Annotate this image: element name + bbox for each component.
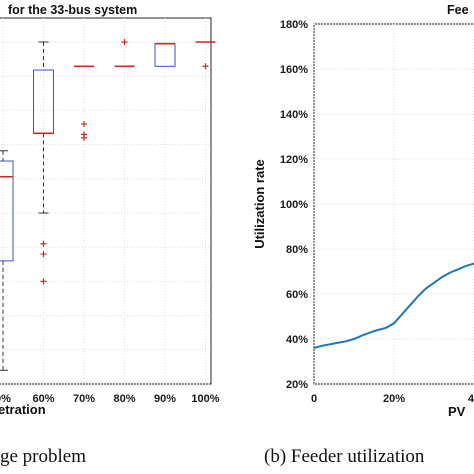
box-outlier — [81, 134, 87, 141]
box-70pct — [74, 65, 94, 141]
line-y-tick-label: 60% — [286, 289, 308, 301]
boxplot-title: for the 33-bus system — [8, 3, 137, 17]
box-outlier — [121, 39, 128, 45]
boxplot-x-tick-label: 80% — [113, 393, 135, 405]
box-outlier — [40, 278, 47, 285]
line-y-tick-label: 160% — [280, 64, 308, 76]
box-outlier — [202, 63, 209, 70]
line-y-tick-label: 120% — [280, 154, 308, 166]
line-y-tick-label: 80% — [286, 244, 308, 256]
line-y-tick-label: 180% — [280, 19, 308, 31]
line-x-tick-label: 20% — [383, 393, 405, 405]
boxplot-axes-frame — [0, 17, 212, 385]
boxplot-boxes — [0, 39, 216, 371]
line-y-ticks: 20% 40% 60% 80% 100% 120% 140% 160% 180% — [280, 19, 308, 391]
box-outlier — [40, 240, 47, 247]
line-x-ticks: 0 20% 40 — [311, 393, 474, 405]
line-caption: (b) Feeder utilization — [264, 446, 425, 467]
line-y-tick-label: 40% — [286, 334, 308, 346]
line-x-tick-label: 0 — [311, 393, 317, 405]
line-panel: 20%40%60%80%100%120%140%160%180% 020%40 … — [252, 3, 474, 467]
line-x-axis-label: PV — [448, 404, 466, 419]
line-title: Fee — [447, 3, 469, 17]
line-y-axis-label: Utilization rate — [252, 159, 267, 249]
boxplot-x-tick-label: 100% — [191, 393, 219, 405]
boxplot-x-tick-label: 60% — [32, 393, 54, 405]
line-series-path — [313, 262, 474, 349]
box-100pct — [195, 41, 216, 70]
line-y-tick-label: 140% — [280, 109, 308, 121]
line-series — [313, 262, 474, 349]
boxplot-x-tick-label: 0% — [0, 393, 11, 405]
box-outlier — [81, 121, 87, 128]
boxplot-caption: ge problem — [0, 446, 86, 467]
line-y-tick-label: 100% — [280, 199, 308, 211]
box-iqr — [0, 160, 14, 262]
box-0pct — [0, 150, 14, 371]
box-80pct — [114, 39, 135, 68]
boxplot-grid — [0, 18, 211, 385]
line-x-tick-label: 40 — [468, 393, 474, 405]
box-60pct — [33, 41, 54, 285]
boxplot-panel: 0% 60% 70% 80% 90% 100% for the 33-bus system… — [0, 3, 220, 467]
box-outlier — [40, 251, 47, 258]
boxplot-x-tick-label: 90% — [154, 393, 176, 405]
boxplot-x-axis-label: etration — [0, 402, 46, 417]
boxplot-x-ticks: 0% 60% 70% 80% 90% 100% — [0, 393, 220, 405]
line-grid — [313, 23, 474, 385]
boxplot-x-tick-label: 70% — [73, 393, 95, 405]
box-90pct — [154, 42, 176, 67]
line-y-tick-label: 20% — [286, 379, 308, 391]
